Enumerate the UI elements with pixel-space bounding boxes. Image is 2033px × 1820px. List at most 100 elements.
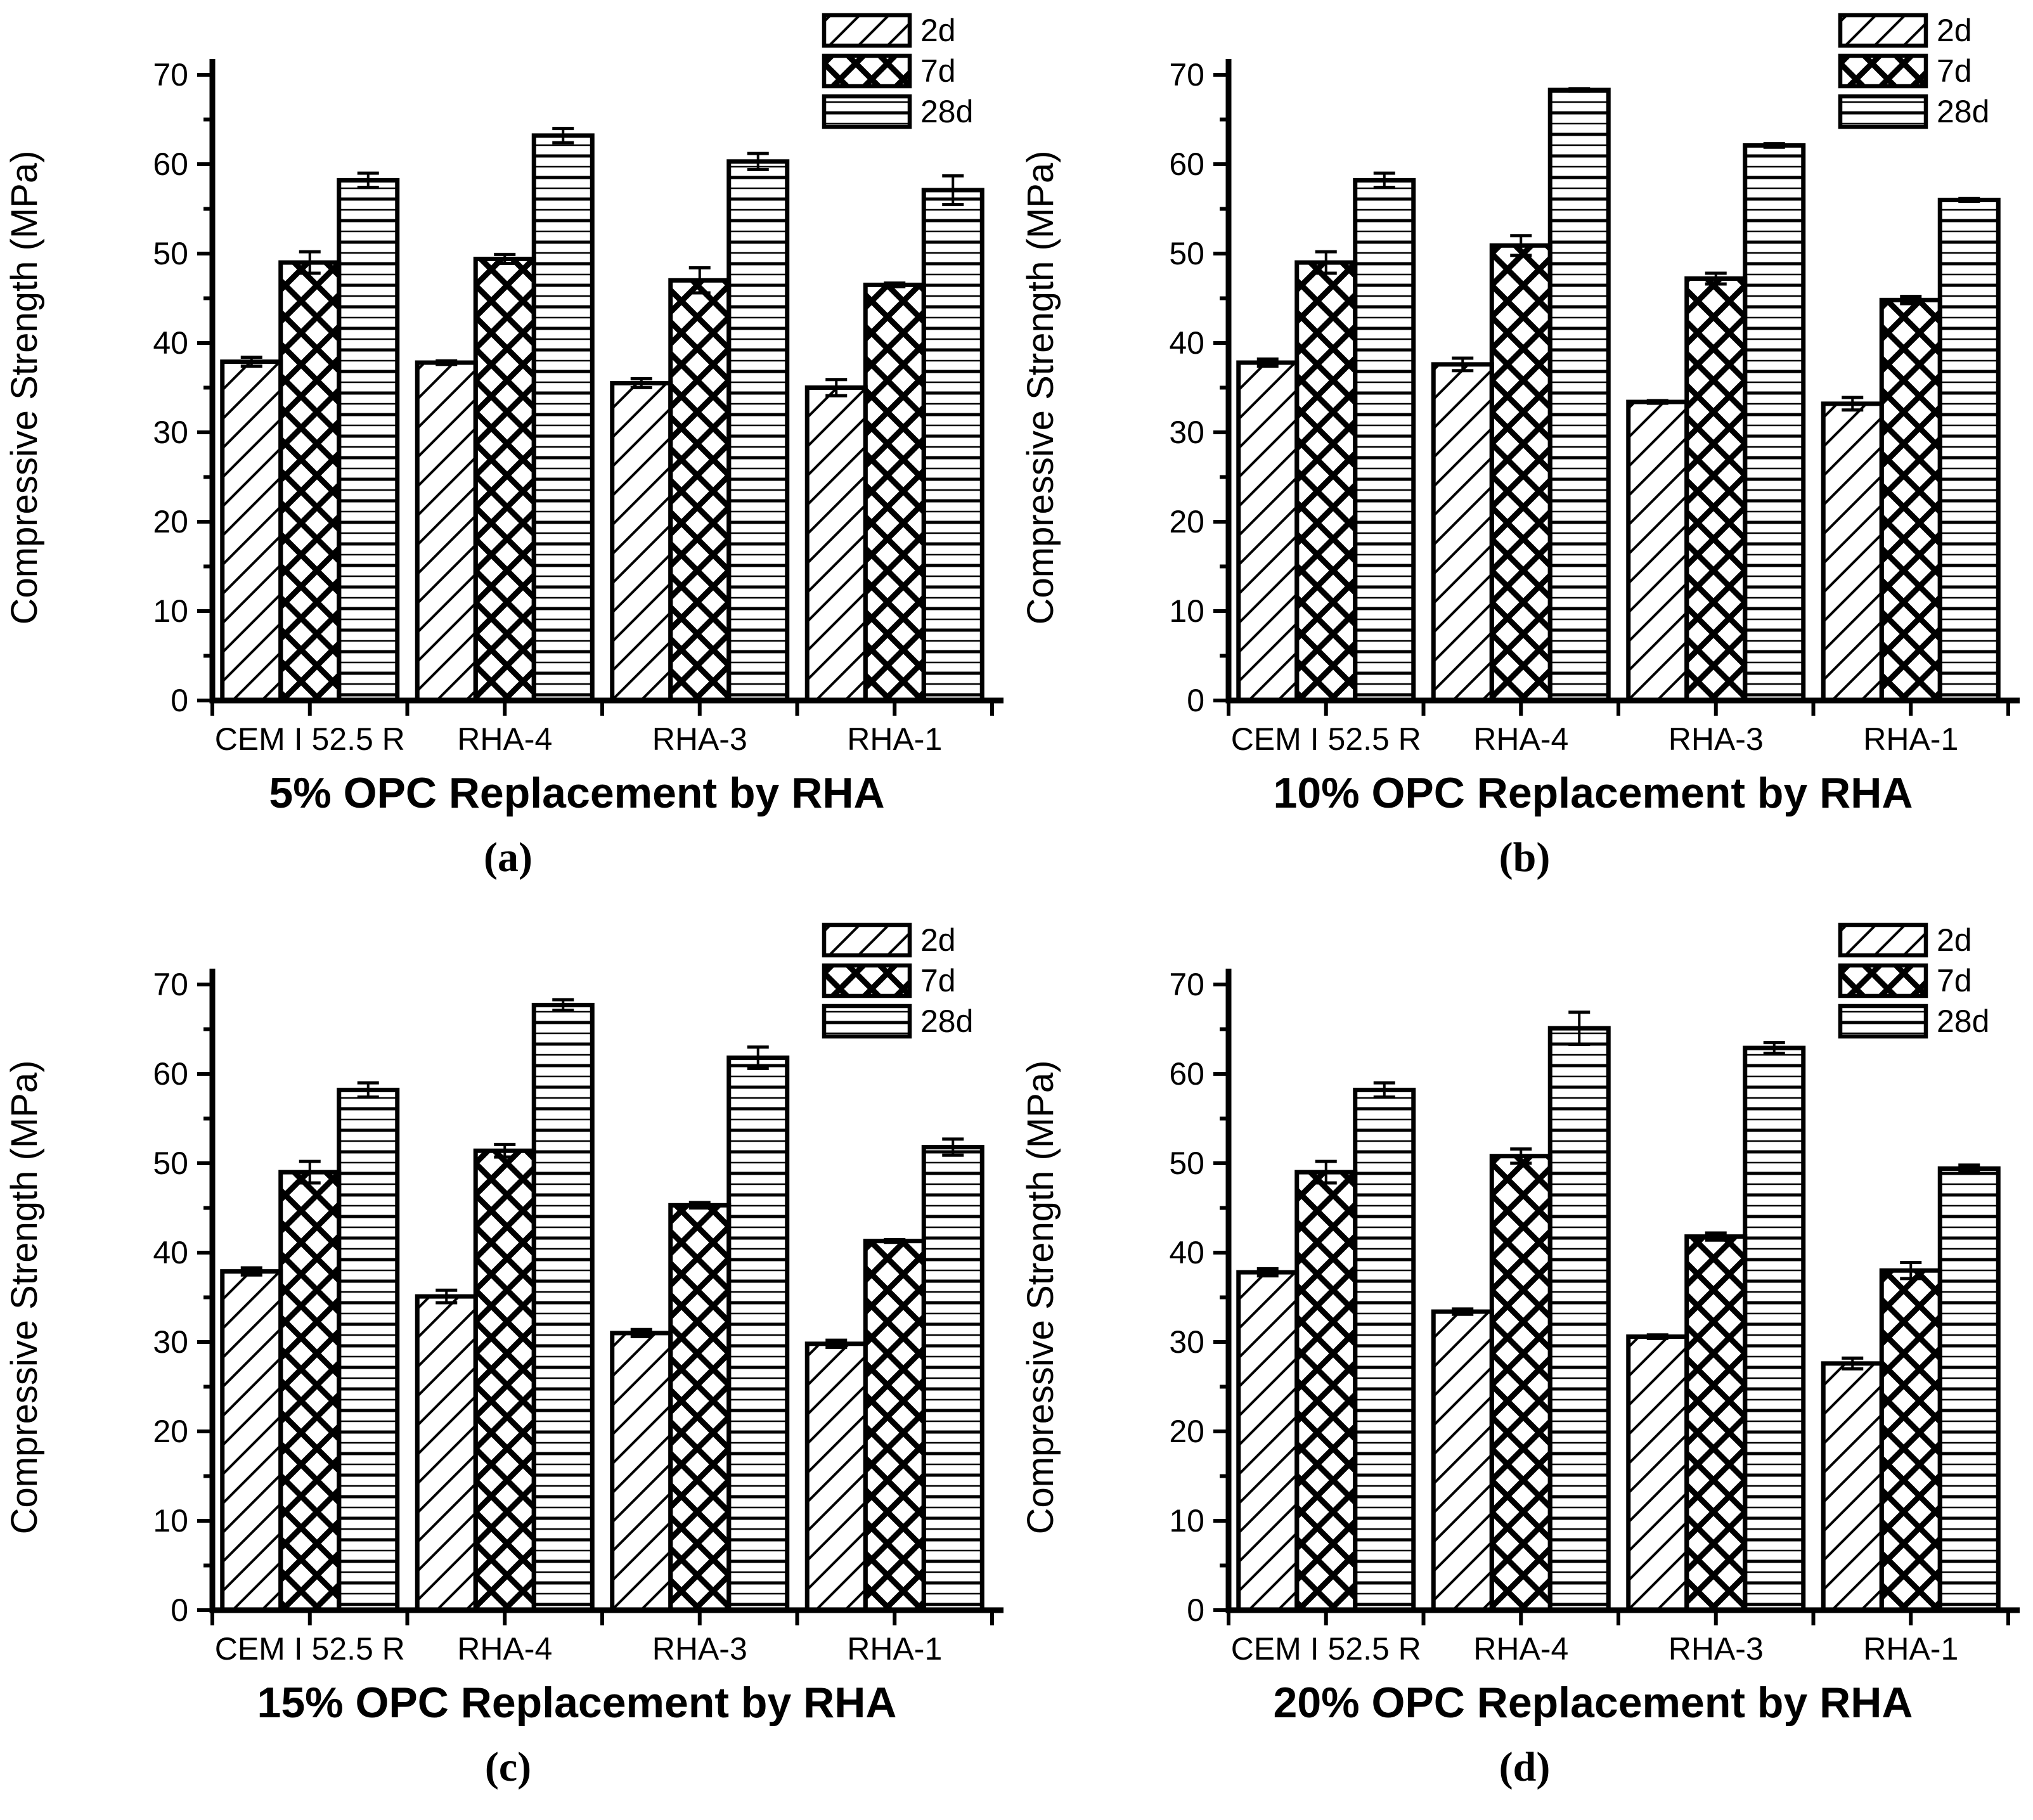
bar-chart-b: 0 10 20 30 40 50 60 70 CEM I 52.5 R RHA-4 RHA-3 RHA…: [1020, 13, 2020, 757]
legend-label-7d: 7d: [920, 963, 956, 998]
bar-2d-CEM I 52.5 R: [220, 1269, 283, 1613]
legend: 2d 7d 28d: [822, 13, 973, 129]
bar-28d-RHA-1: [1937, 1166, 2001, 1613]
bar-28d-RHA-4: [531, 1002, 595, 1613]
bar-7d-CEM I 52.5 R: [1294, 1170, 1358, 1613]
y-tick-label: 30: [153, 1324, 188, 1360]
bar-7d-CEM I 52.5 R: [278, 260, 342, 703]
bar-2d-RHA-3: [1626, 399, 1689, 703]
bar-7d-CEM I 52.5 R: [1294, 260, 1358, 703]
bar-chart-c: 0 10 20 30 40 50 60 70 CEM I 52.5 R RHA-4 RHA-3 RHA…: [4, 922, 1004, 1667]
error-bar: [494, 1142, 516, 1159]
y-tick-label: 30: [153, 415, 188, 450]
legend-label-2d: 2d: [920, 13, 956, 48]
axes: [197, 59, 1004, 716]
panel-a-title: 5% OPC Replacement by RHA: [269, 769, 885, 817]
y-axis-label: Compressive Strength (MPa): [4, 151, 45, 625]
bar-7d-RHA-3: [668, 278, 732, 703]
error-bar: [1705, 271, 1727, 286]
legend-label-2d: 2d: [1937, 922, 1972, 958]
bar-28d-RHA-1: [1937, 197, 2001, 703]
bar-28d-CEM I 52.5 R: [337, 177, 400, 703]
bar-28d-RHA-3: [1743, 1045, 1806, 1613]
panel-d: 0 10 20 30 40 50 60 70 CEM I 52.5 R RHA-4 RHA-3 RHA…: [1016, 910, 2033, 1820]
error-bar: [1763, 1041, 1785, 1055]
y-tick-label: 50: [1169, 236, 1204, 271]
y-tick-label: 10: [153, 593, 188, 629]
legend-swatch-28d: [822, 1004, 912, 1039]
bar-7d-RHA-4: [473, 256, 536, 703]
bar-28d-CEM I 52.5 R: [1353, 1087, 1416, 1613]
bar-28d-CEM I 52.5 R: [1353, 177, 1416, 703]
bar-7d-RHA-3: [1684, 276, 1748, 703]
bar-7d-RHA-4: [473, 1148, 536, 1613]
bar-7d-RHA-1: [863, 282, 926, 703]
bar-28d-RHA-3: [726, 1055, 790, 1613]
axes: [1213, 969, 2020, 1625]
legend-swatch-2d: [1838, 922, 1928, 958]
panel-d-title: 20% OPC Replacement by RHA: [1273, 1679, 1913, 1727]
x-category-label: RHA-1: [847, 721, 942, 757]
y-tick-label: 60: [153, 1056, 188, 1092]
legend-label-7d: 7d: [1937, 963, 1972, 998]
bar-2d-RHA-1: [1821, 401, 1884, 703]
legend-label-28d: 28d: [920, 94, 973, 129]
y-tick-label: 60: [153, 146, 188, 182]
error-bar: [1568, 1010, 1591, 1046]
x-category-label: RHA-1: [1863, 721, 1958, 757]
panel-d-letter: (d): [1499, 1743, 1551, 1790]
bar-2d-RHA-3: [1626, 1334, 1689, 1613]
bar-chart-a: 0 10 20 30 40 50 60 70 CEM I 52.5 R RHA-4 RHA-3 RHA…: [4, 13, 1004, 757]
error-bar: [1958, 197, 1980, 203]
y-tick-label: 70: [1169, 967, 1204, 1002]
bar-2d-RHA-1: [804, 385, 868, 703]
bar-28d-RHA-3: [1743, 143, 1806, 703]
panel-c-title: 15% OPC Replacement by RHA: [257, 1679, 897, 1727]
bar-2d-RHA-4: [1431, 1309, 1494, 1613]
error-bar: [1373, 171, 1395, 190]
x-category-label: CEM I 52.5 R: [1231, 721, 1421, 757]
x-category-label: RHA-4: [1473, 721, 1568, 757]
y-axis-label: Compressive Strength (MPa): [4, 1061, 45, 1535]
error-bar: [1842, 396, 1864, 412]
error-bar: [1763, 142, 1785, 149]
panel-c: 0 10 20 30 40 50 60 70 CEM I 52.5 R RHA-4 RHA-3 RHA…: [0, 910, 1016, 1820]
bar-28d-RHA-4: [1547, 1026, 1611, 1613]
error-bar: [357, 171, 379, 190]
legend-label-28d: 28d: [1937, 1004, 1989, 1039]
error-bar: [1646, 1333, 1668, 1340]
y-tick-label: 0: [1187, 1592, 1204, 1628]
legend-swatch-2d: [822, 922, 912, 958]
bar-7d-CEM I 52.5 R: [278, 1170, 342, 1613]
y-tick-label: 40: [1169, 325, 1204, 361]
error-bar: [494, 252, 516, 266]
error-bar: [1900, 1261, 1922, 1281]
legend-swatch-7d: [1838, 53, 1928, 89]
legend-swatch-7d: [822, 963, 912, 998]
legend-swatch-7d: [822, 53, 912, 89]
bar-7d-RHA-3: [1684, 1234, 1748, 1613]
error-bar: [747, 152, 769, 171]
y-tick-label: 60: [1169, 146, 1204, 182]
error-bar: [1452, 1307, 1474, 1316]
bar-2d-RHA-3: [610, 1331, 673, 1613]
error-bar: [1256, 1267, 1279, 1278]
x-category-label: CEM I 52.5 R: [215, 1631, 405, 1667]
legend-swatch-28d: [1838, 94, 1928, 129]
legend-label-28d: 28d: [920, 1004, 973, 1039]
bar-2d-CEM I 52.5 R: [1236, 360, 1300, 703]
error-bar: [240, 1266, 262, 1277]
bar-7d-RHA-1: [863, 1239, 926, 1613]
bar-2d-CEM I 52.5 R: [1236, 1270, 1300, 1613]
y-tick-label: 20: [1169, 504, 1204, 539]
x-category-label: RHA-1: [1863, 1631, 1958, 1667]
legend-swatch-2d: [822, 13, 912, 48]
y-tick-label: 20: [153, 1414, 188, 1449]
y-tick-label: 40: [153, 1235, 188, 1270]
y-tick-label: 40: [153, 325, 188, 361]
y-tick-label: 60: [1169, 1056, 1204, 1092]
bar-28d-RHA-4: [1547, 87, 1611, 703]
error-bar: [884, 1238, 906, 1244]
x-category-label: CEM I 52.5 R: [1231, 1631, 1421, 1667]
